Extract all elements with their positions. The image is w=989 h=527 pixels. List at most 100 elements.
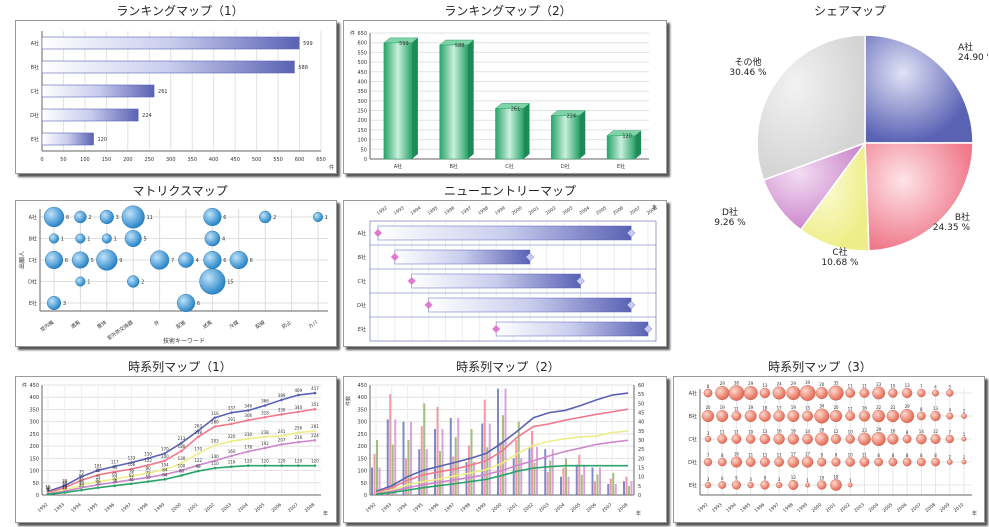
bubble-label: 6 xyxy=(65,258,68,264)
x-tick-label: 300 xyxy=(166,157,176,163)
x-tick-label: 0 xyxy=(40,157,43,163)
x-tick-label: 1995 xyxy=(87,502,100,514)
data-label: 64 xyxy=(162,472,168,477)
bubble-label: 13 xyxy=(762,429,768,434)
count-bar xyxy=(515,440,518,495)
bubble xyxy=(99,209,114,225)
y-tick-label: 0 xyxy=(36,493,39,499)
y-tick-label: 150 xyxy=(29,456,39,462)
bubble-label: 10 xyxy=(848,429,854,434)
slice-label: C社 xyxy=(832,246,847,258)
year-label: 2003 xyxy=(561,205,574,217)
bubble xyxy=(203,250,222,270)
x-unit-label: 件 xyxy=(329,164,334,171)
x-tick-label: 450 xyxy=(230,157,240,163)
x-tick-label: 1994 xyxy=(396,502,409,514)
count-bar xyxy=(483,399,486,495)
column-label: 筐体 xyxy=(96,319,108,330)
series-point xyxy=(163,459,167,463)
count-bar xyxy=(628,485,630,495)
series-point xyxy=(213,416,217,420)
data-label: 306 xyxy=(244,413,252,418)
series-point xyxy=(297,464,300,467)
x-tick-label: 1997 xyxy=(120,502,133,514)
data-label: 117 xyxy=(111,459,119,464)
row-label: B社 xyxy=(689,413,697,420)
data-label: 417 xyxy=(311,386,319,391)
x-tick-label: 1999 xyxy=(475,502,488,514)
data-label: 15 xyxy=(62,484,68,489)
data-label: 170 xyxy=(161,446,169,451)
series-point xyxy=(80,479,83,482)
data-label: 110 xyxy=(211,461,219,466)
y-tick-label: 500 xyxy=(357,60,367,66)
series-point xyxy=(163,452,167,455)
bar xyxy=(383,42,413,160)
series-point xyxy=(196,435,200,439)
y-tick-label: 300 xyxy=(357,420,367,426)
series-point xyxy=(196,452,200,455)
data-label: 318 xyxy=(261,410,269,415)
x-tick-label: 1996 xyxy=(428,502,441,514)
series-point xyxy=(263,404,267,407)
year-label: 1993 xyxy=(393,205,406,217)
new-entry-map-chart: 1992 1993 1994 1995 1996 1997 1998 1999 2000 2001… xyxy=(357,204,659,342)
bubble xyxy=(887,433,899,445)
y-tick-label: 450 xyxy=(29,383,39,389)
bubble-label: 4 xyxy=(196,258,199,264)
row-label: B社 xyxy=(358,254,366,261)
data-label: 120 xyxy=(294,459,302,464)
count-bar xyxy=(591,467,594,495)
bubble xyxy=(731,411,742,421)
series-point xyxy=(113,480,117,484)
bubble-label: 1 xyxy=(963,432,966,437)
bubble-label: 8 xyxy=(892,453,895,458)
bubble-label: 20 xyxy=(819,382,825,387)
series-point xyxy=(96,483,100,487)
data-label: 55 xyxy=(96,475,102,480)
count-bar xyxy=(371,467,373,495)
count-bar xyxy=(420,426,423,495)
year-label: 2005 xyxy=(882,502,895,514)
count-bar xyxy=(549,460,552,495)
bubble xyxy=(44,250,64,270)
x-tick-label: 600 xyxy=(295,157,305,163)
bubble xyxy=(946,412,954,420)
bubble xyxy=(701,409,715,423)
series-point xyxy=(180,461,183,465)
series-point xyxy=(163,473,167,476)
bubble xyxy=(930,434,941,444)
entry-start-marker xyxy=(374,229,382,237)
series-line xyxy=(375,464,628,496)
y2-tick-label: 15 xyxy=(638,466,644,472)
count-bar xyxy=(512,458,515,495)
x-tick-label: 250 xyxy=(145,157,155,163)
count-bar xyxy=(607,484,610,495)
bubble-label: 2 xyxy=(273,215,276,221)
series-point xyxy=(80,488,83,492)
series-line xyxy=(375,392,629,493)
data-label: 366 xyxy=(261,399,269,404)
series-point xyxy=(80,483,83,487)
series-point xyxy=(113,470,117,474)
year-label: 2006 xyxy=(896,502,909,514)
bubble-label: 2 xyxy=(963,408,966,413)
year-label: 1997 xyxy=(768,502,781,514)
year-label: 1992 xyxy=(697,502,710,514)
entry-end-marker xyxy=(643,324,653,334)
series-point xyxy=(280,413,283,416)
bubble-label: 11 xyxy=(777,452,783,457)
data-label: 316 xyxy=(211,411,219,416)
bubble-label: 4 xyxy=(934,385,937,390)
year-label: 2000 xyxy=(511,205,524,217)
bubble xyxy=(961,459,967,465)
series-point xyxy=(280,443,283,446)
bubble xyxy=(178,252,194,268)
count-bar xyxy=(630,481,633,495)
bubble-label: 17 xyxy=(791,451,797,456)
count-bar xyxy=(402,421,405,495)
column-label: 弁 xyxy=(153,319,161,328)
y2-tick-label: 20 xyxy=(638,456,644,462)
bubble-label: 7 xyxy=(171,258,174,264)
bubble xyxy=(717,457,727,467)
